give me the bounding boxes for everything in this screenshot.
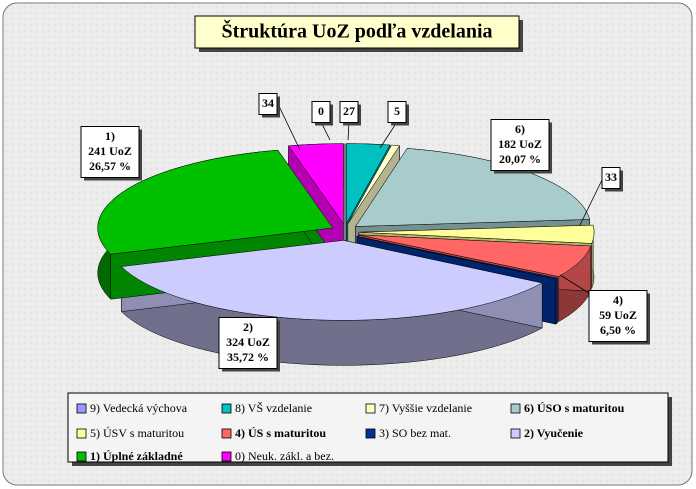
data-label: 35,72 % [227, 350, 269, 364]
chart-title: Štruktúra UoZ podľa vzdelania [221, 19, 492, 43]
legend-label: 6) ÚSO s maturitou [524, 401, 625, 415]
slice [356, 236, 559, 280]
legend-swatch [221, 403, 232, 414]
data-label: 5 [394, 104, 400, 118]
legend-label: 2) Vyučenie [524, 426, 584, 440]
legend: 9) Vedecká výchova 8) VŠ vzdelanie 7) Vyšš… [76, 401, 625, 463]
legend-swatch [221, 451, 232, 462]
data-label: 2) [243, 320, 253, 334]
legend-swatch [76, 428, 87, 439]
legend-label: 4) ÚS s maturitou [235, 426, 326, 440]
slice [355, 148, 590, 227]
data-label: 6,50 % [600, 323, 636, 337]
legend-swatch [510, 428, 521, 439]
legend-swatch [365, 428, 376, 439]
legend-label: 0) Neuk. zákl. a bez. [235, 449, 334, 463]
slice [288, 143, 344, 225]
data-label: 26,57 % [89, 159, 131, 173]
data-label: 33 [605, 170, 617, 184]
data-label: 27 [343, 104, 355, 118]
label-box [601, 167, 621, 189]
legend-label: 5) ÚSV s maturitou [90, 426, 184, 440]
legend-label: 3) SO bez mat. [379, 426, 451, 440]
data-label: 324 UoZ [226, 335, 270, 349]
legend-swatch [221, 428, 232, 439]
label-box [588, 290, 648, 342]
slice [346, 143, 391, 225]
slice [97, 149, 334, 255]
data-label: 6) [515, 122, 525, 136]
label-box [387, 101, 407, 123]
data-label: 1) [105, 129, 115, 143]
data-label: 182 UoZ [498, 137, 542, 151]
label-box [218, 317, 278, 369]
data-label: 0 [318, 104, 324, 118]
legend-swatch [365, 403, 376, 414]
data-label: 20,07 % [499, 152, 541, 166]
leader-line [277, 103, 301, 151]
label-box [339, 101, 359, 123]
slice [347, 144, 400, 224]
legend-label: 8) VŠ vzdelanie [235, 401, 312, 415]
label-box [490, 119, 550, 171]
data-label: 59 UoZ [599, 308, 637, 322]
leader-line [379, 121, 398, 149]
legend-swatch [510, 403, 521, 414]
label-box [80, 126, 140, 178]
data-label: 241 UoZ [88, 144, 132, 158]
slice [358, 234, 592, 277]
label-box [258, 93, 278, 115]
legend-swatch [76, 403, 87, 414]
data-label: 34 [262, 96, 274, 110]
legend-label: 9) Vedecká výchova [90, 401, 188, 415]
legend-swatch [76, 451, 87, 462]
slice [358, 224, 595, 244]
slice [120, 240, 543, 321]
legend-label: 7) Vyššie vzdelanie [379, 401, 472, 415]
legend-label: 1) Úplné základné [90, 449, 183, 463]
data-label: 4) [613, 293, 623, 307]
title-box [194, 15, 520, 49]
label-box [311, 101, 331, 123]
leader-line [579, 177, 604, 226]
